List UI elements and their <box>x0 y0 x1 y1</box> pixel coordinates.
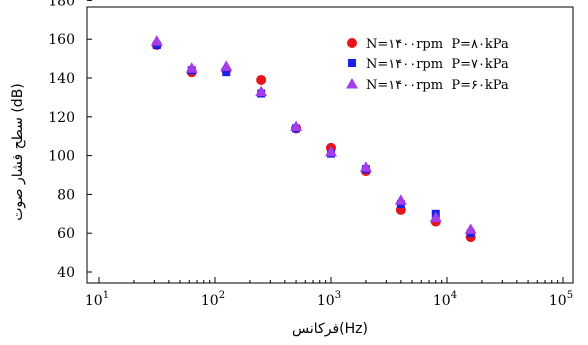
plot-frame <box>86 6 574 284</box>
x-tick-label: 105 <box>549 290 573 309</box>
data-point-triangle <box>429 211 442 223</box>
y-tick-label: 140 <box>48 71 75 87</box>
legend-marker-triangle <box>346 78 358 89</box>
x-tick-exponent: 3 <box>335 290 341 301</box>
x-tick-base: 10 <box>85 293 103 309</box>
data-points <box>150 35 477 243</box>
legend-entry-label: N=۱۴۰۰rpm P=۸۰kPa <box>366 37 509 52</box>
y-tick-label: 180 <box>48 0 75 9</box>
data-point-triangle <box>150 35 163 46</box>
x-tick-base: 10 <box>201 293 219 309</box>
y-axis-ticks: 40 60 80 100 120 140 160 180 <box>48 0 92 281</box>
data-point-circle <box>256 74 267 85</box>
x-tick-exponent: 2 <box>219 290 225 301</box>
data-point-triangle <box>290 120 303 131</box>
x-tick-base: 10 <box>433 293 451 309</box>
legend-entry-label: N=۱۴۰۰rpm P=۷۰kPa <box>366 57 509 72</box>
x-tick-exponent: 1 <box>103 290 109 301</box>
x-axis-ticks: 101 102 103 104 105 <box>85 277 573 309</box>
legend-marker-circle <box>347 38 357 48</box>
x-tick-base: 10 <box>549 293 567 309</box>
data-point-triangle <box>220 60 233 71</box>
data-point-triangle <box>464 223 477 234</box>
x-tick-label: 102 <box>201 290 225 309</box>
legend-marker-square <box>348 59 356 67</box>
x-tick-label: 103 <box>317 290 341 309</box>
y-axis-label: سطح فشار صوت (dB) <box>10 83 26 221</box>
x-tick-label: 104 <box>433 290 457 309</box>
x-tick-base: 10 <box>317 293 335 309</box>
data-point-triangle <box>359 161 372 172</box>
data-point-triangle <box>325 145 337 157</box>
data-point-square <box>222 68 231 77</box>
y-tick-label: 160 <box>48 32 75 48</box>
legend-entry-label: N=۱۴۰۰rpm P=۶۰kPa <box>366 78 509 93</box>
data-point-triangle <box>394 194 407 205</box>
x-tick-exponent: 5 <box>567 290 573 301</box>
data-point-triangle <box>185 62 198 73</box>
y-tick-label: 80 <box>57 187 75 203</box>
x-tick-exponent: 4 <box>451 290 457 301</box>
legend: N=۱۴۰۰rpm P=۸۰kPa N=۱۴۰۰rpm P=۷۰kPa N=۱۴۰۰… <box>346 37 509 93</box>
y-tick-label: 60 <box>57 226 75 242</box>
data-point-triangle <box>255 85 268 97</box>
x-axis-label: فرکانس(Hz) <box>292 321 368 337</box>
y-tick-label: 100 <box>48 149 75 165</box>
y-tick-label: 40 <box>57 265 75 281</box>
y-tick-label: 120 <box>48 110 75 126</box>
x-tick-label: 101 <box>85 290 109 309</box>
